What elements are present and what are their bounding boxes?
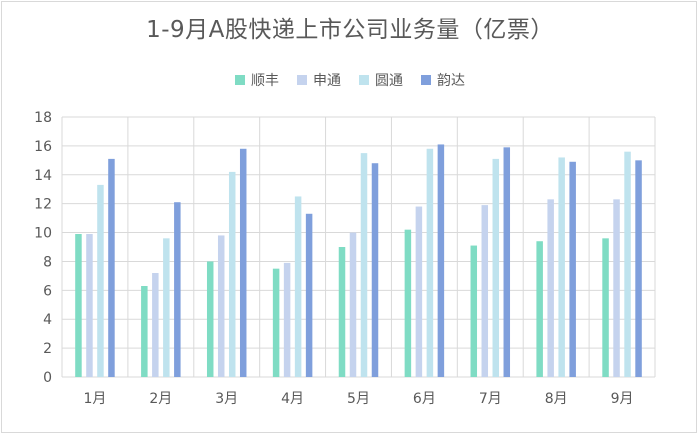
x-tick-label: 6月 [413,391,436,407]
x-tick-label: 8月 [545,391,568,407]
bar [141,286,148,377]
y-tick-label: 12 [34,197,52,213]
bar [470,245,478,377]
bar [536,241,543,377]
bar [613,199,620,377]
legend-item-yunda: 韵达 [421,70,465,90]
x-tick-label: 3月 [215,391,238,407]
bar [503,147,511,377]
bar [602,238,609,377]
y-tick-label: 14 [34,168,52,184]
legend-swatch [359,75,369,85]
bar [569,161,576,377]
bar [152,273,159,377]
legend-label: 顺丰 [251,73,279,89]
bar [635,160,642,377]
x-tick-label: 1月 [83,391,106,407]
legend-swatch [421,75,431,85]
y-tick-label: 18 [34,110,52,126]
bar [624,151,631,377]
x-tick-label: 4月 [281,391,304,407]
bar [217,235,225,377]
bar [371,163,379,377]
chart-legend: 顺丰 申通 圆通 韵达 [0,70,700,90]
bar [174,202,181,377]
legend-swatch [297,75,307,85]
legend-item-yuantong: 圆通 [359,70,403,90]
legend-item-shentong: 申通 [297,70,341,90]
legend-label: 韵达 [437,73,465,89]
bar [338,247,346,377]
y-tick-label: 2 [43,341,52,357]
bar [239,148,247,377]
bar [360,153,368,377]
chart-title: 1-9月A股快递上市公司业务量（亿票） [146,17,554,43]
bar [206,261,214,377]
bar [272,268,280,377]
bar [349,232,357,377]
bar [163,238,170,377]
legend-swatch [235,75,245,85]
x-tick-label: 7月 [479,391,502,407]
legend-label: 申通 [313,73,341,89]
bar [426,148,434,377]
bar [228,171,236,377]
bar [305,213,313,377]
bar [437,144,445,377]
bar [86,234,93,377]
bar [294,196,302,377]
legend-item-shunfeng: 顺丰 [235,70,279,90]
bar [75,234,82,377]
y-tick-label: 0 [43,370,52,386]
bar [97,184,104,377]
y-tick-label: 10 [34,226,52,242]
bar [481,205,489,377]
x-tick-label: 9月 [611,391,634,407]
bar [404,229,412,377]
y-tick-label: 8 [43,254,52,270]
y-tick-label: 6 [43,283,52,299]
bar [547,199,554,377]
bar [283,262,291,377]
x-tick-label: 2月 [149,391,172,407]
bar [558,157,565,377]
x-tick-label: 5月 [347,391,370,407]
y-tick-label: 16 [34,139,52,155]
bar [415,206,423,377]
bar [492,158,500,377]
bar [108,158,115,377]
y-tick-label: 4 [43,312,52,328]
legend-label: 圆通 [375,73,403,89]
